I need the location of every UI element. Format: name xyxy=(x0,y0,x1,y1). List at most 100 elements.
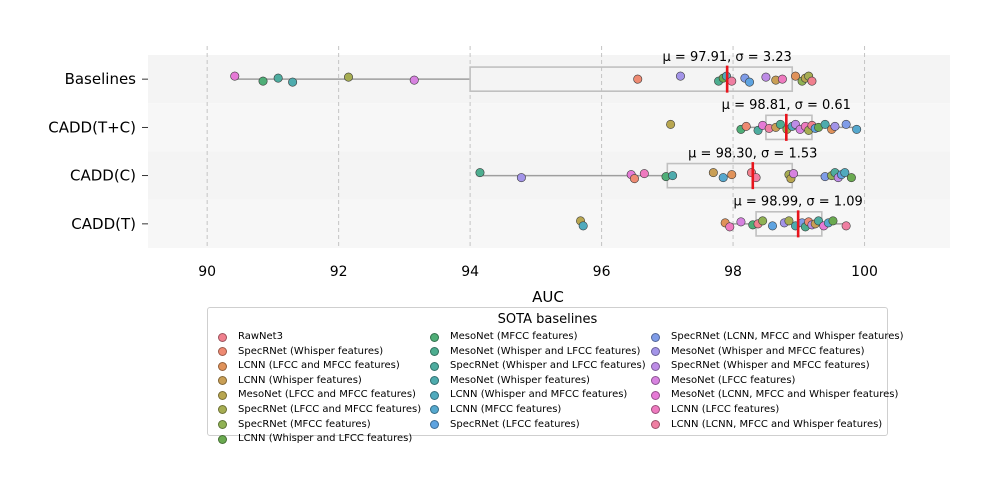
data-point xyxy=(230,71,240,81)
x-tick-label: 92 xyxy=(330,264,348,280)
legend-swatch xyxy=(218,347,227,357)
legend-swatch xyxy=(651,405,660,415)
legend-swatch xyxy=(651,332,660,342)
legend-label: SpecRNet (Whisper and MFCC features) xyxy=(671,360,870,372)
data-point xyxy=(258,76,268,86)
data-point xyxy=(777,74,787,84)
legend-label: MesoNet (LCNN, MFCC and Whisper features… xyxy=(671,389,899,401)
legend-label: LCNN (Whisper and MFCC features) xyxy=(450,389,628,401)
data-point xyxy=(288,77,298,87)
legend-swatch xyxy=(430,405,439,415)
legend-label: LCNN (LFCC and MFCC features) xyxy=(238,360,400,372)
data-point xyxy=(675,71,685,81)
legend-label: SpecRNet (LFCC features) xyxy=(450,418,580,430)
legend-label: SpecRNet (Whisper and LFCC features) xyxy=(450,360,646,372)
data-point xyxy=(343,72,353,82)
data-point xyxy=(273,73,283,83)
x-tick-label: 94 xyxy=(461,264,479,280)
stat-annotation: μ = 98.81, σ = 0.61 xyxy=(722,98,851,113)
legend-label: LCNN (Whisper features) xyxy=(238,374,362,386)
data-point xyxy=(666,119,676,129)
y-tick-label: CADD(T) xyxy=(71,215,136,233)
data-point xyxy=(668,171,678,181)
data-point xyxy=(830,121,840,131)
legend-swatch xyxy=(430,361,439,371)
stat-annotation: μ = 98.99, σ = 1.09 xyxy=(734,195,863,210)
data-point xyxy=(841,119,851,129)
legend-label: SpecRNet (MFCC features) xyxy=(238,418,371,430)
legend-label: SpecRNet (LFCC and MFCC features) xyxy=(238,403,422,415)
legend-swatch xyxy=(651,376,660,386)
legend-swatch xyxy=(430,420,439,430)
legend-label: SpecRNet (Whisper features) xyxy=(238,345,384,357)
legend: SOTA baselines RawNet3 SpecRNet (Whisper … xyxy=(207,307,904,444)
data-point xyxy=(820,119,830,129)
data-point xyxy=(727,76,737,86)
data-point xyxy=(807,76,817,86)
legend-swatch xyxy=(430,390,439,400)
legend-label: LCNN (LFCC features) xyxy=(671,403,780,415)
legend-label: LCNN (LCNN, MFCC and Whisper features) xyxy=(671,418,883,430)
legend-label: RawNet3 xyxy=(238,331,283,342)
data-point xyxy=(775,119,785,129)
data-point xyxy=(791,71,801,81)
x-tick-label: 90 xyxy=(198,264,216,280)
legend-swatch xyxy=(430,347,439,357)
legend-label: SpecRNet (LCNN, MFCC and Whisper feature… xyxy=(671,331,904,342)
stat-annotation: μ = 97.91, σ = 3.23 xyxy=(663,50,792,65)
x-tick-label: 96 xyxy=(593,264,611,280)
data-point xyxy=(718,173,728,183)
legend-title: SOTA baselines xyxy=(497,312,598,327)
data-point xyxy=(758,216,768,226)
x-axis-label: AUC xyxy=(532,288,564,306)
data-point xyxy=(846,173,856,183)
data-point xyxy=(708,168,718,178)
legend-swatch xyxy=(218,405,227,415)
stat-annotation: μ = 98.30, σ = 1.53 xyxy=(688,146,817,161)
y-tick-label: CADD(T+C) xyxy=(48,118,136,136)
x-tick-label: 100 xyxy=(851,264,878,280)
data-point xyxy=(784,216,794,226)
x-tick-label: 98 xyxy=(724,264,742,280)
data-point xyxy=(629,174,639,184)
stat-annotations: μ = 97.91, σ = 3.23 μ = 98.81, σ = 0.61 μ … xyxy=(663,50,863,210)
data-point xyxy=(727,170,737,180)
data-point xyxy=(828,216,838,226)
x-tick-labels: 90 92 94 96 98 100 xyxy=(198,264,878,280)
data-point xyxy=(578,221,588,231)
data-point xyxy=(736,217,746,227)
data-point xyxy=(741,121,751,131)
data-point xyxy=(516,173,526,183)
data-point xyxy=(725,222,735,232)
legend-swatch xyxy=(218,390,227,400)
data-point xyxy=(761,72,771,82)
y-tick-label: Baselines xyxy=(65,70,137,88)
legend-label: MesoNet (Whisper features) xyxy=(450,374,590,386)
legend-swatch xyxy=(218,376,227,386)
data-point xyxy=(840,168,850,178)
data-point xyxy=(633,74,643,84)
data-point xyxy=(639,169,649,179)
data-point xyxy=(789,169,799,179)
legend-swatch xyxy=(651,347,660,357)
data-point xyxy=(768,221,778,231)
legend-label: MesoNet (LFCC features) xyxy=(671,374,796,386)
legend-label: MesoNet (Whisper and LFCC features) xyxy=(450,345,641,357)
data-point xyxy=(409,75,419,85)
legend-label: MesoNet (Whisper and MFCC features) xyxy=(671,345,865,357)
data-point xyxy=(852,124,862,134)
mean-lines xyxy=(725,65,800,238)
data-point xyxy=(841,221,851,231)
legend-swatch xyxy=(218,434,227,444)
legend-label: MesoNet (LFCC and MFCC features) xyxy=(238,389,416,401)
legend-swatch xyxy=(651,361,660,371)
legend-swatch xyxy=(218,332,227,342)
legend-swatch xyxy=(218,420,227,430)
y-tick-labels: Baselines CADD(T+C) CADD(C) CADD(T) xyxy=(48,70,148,233)
legend-swatch xyxy=(651,420,660,430)
legend-swatch xyxy=(218,361,227,371)
legend-label: LCNN (Whisper and LFCC features) xyxy=(238,433,413,445)
legend-swatch xyxy=(651,390,660,400)
legend-label: MesoNet (MFCC features) xyxy=(450,331,578,342)
